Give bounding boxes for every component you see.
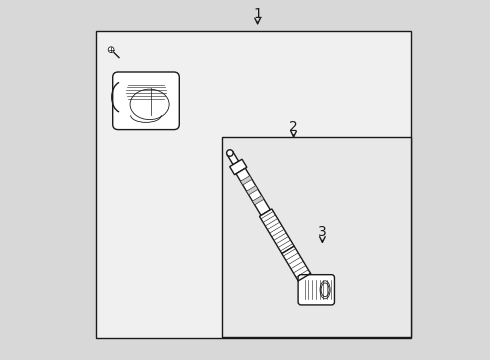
Bar <box>96 31 411 338</box>
Polygon shape <box>282 246 311 281</box>
Polygon shape <box>241 176 252 185</box>
Polygon shape <box>246 186 258 195</box>
Text: 3: 3 <box>318 225 327 239</box>
Bar <box>221 137 411 337</box>
Ellipse shape <box>227 150 233 156</box>
Polygon shape <box>260 209 294 253</box>
Polygon shape <box>227 151 239 165</box>
Text: 1: 1 <box>253 7 262 21</box>
Polygon shape <box>252 195 264 205</box>
Polygon shape <box>236 168 270 215</box>
FancyBboxPatch shape <box>113 72 179 130</box>
FancyBboxPatch shape <box>298 275 335 305</box>
Ellipse shape <box>321 283 329 297</box>
Text: 2: 2 <box>289 120 298 134</box>
Ellipse shape <box>108 47 114 53</box>
Polygon shape <box>230 159 247 175</box>
